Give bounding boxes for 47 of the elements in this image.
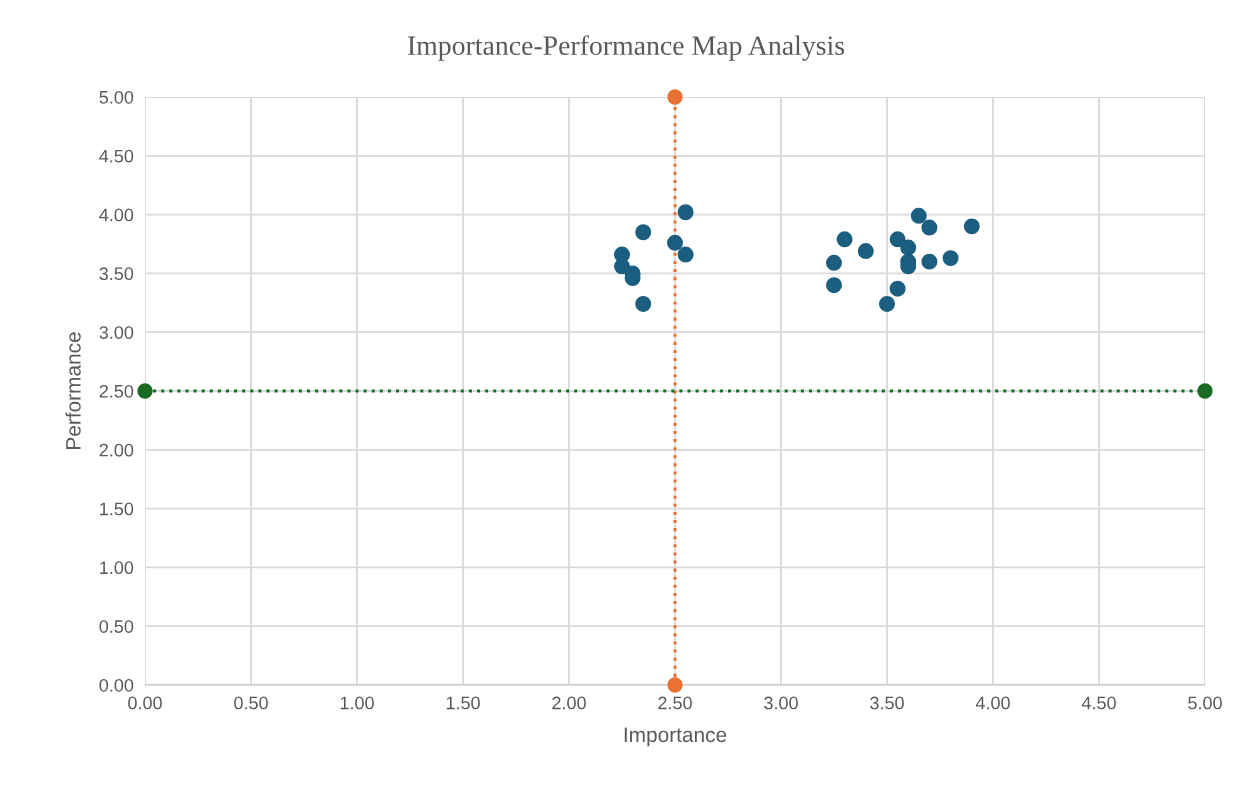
x-tick-label: 0.50 (234, 696, 268, 710)
y-tick-label: 0.50 (99, 620, 134, 633)
y-tick-label: 1.50 (100, 502, 134, 516)
x-tick-label: 2.50 (658, 696, 692, 710)
y-tick-label: 3.00 (99, 326, 134, 339)
x-tick-label: 4.00 (975, 696, 1010, 710)
point (826, 277, 842, 294)
point (857, 243, 874, 260)
point (889, 280, 906, 297)
x-tick-label: 1.50 (446, 696, 480, 710)
y-tick-label: 0.00 (99, 678, 134, 692)
y-tick-label: 1.00 (100, 561, 134, 575)
point (635, 224, 652, 241)
x-tick-label: 1.00 (340, 696, 374, 710)
point (910, 207, 927, 224)
point (942, 250, 959, 267)
point (900, 239, 917, 256)
y-tick-label: 2.50 (99, 384, 134, 398)
x-tick-label: 2.00 (552, 696, 586, 710)
x-tick-label: 4.50 (1081, 696, 1116, 710)
y-tick-label: 3.50 (99, 267, 134, 281)
point (889, 231, 906, 248)
point (826, 254, 842, 271)
x-tick-label: 0.00 (128, 696, 162, 710)
point (677, 204, 694, 221)
y-tick-label: 5.00 (99, 90, 134, 104)
x-tick-label: 5.00 (1188, 696, 1222, 710)
y-tick-label: 2.00 (99, 443, 134, 457)
point (921, 219, 938, 236)
point (921, 253, 938, 270)
x-tick-label: 3.50 (870, 696, 904, 710)
x-tick-label: 3.00 (764, 696, 798, 710)
point (963, 218, 980, 235)
point (677, 246, 694, 263)
point (667, 677, 683, 693)
y-tick-label: 4.00 (99, 208, 134, 222)
y-axis-title: Performance (65, 332, 81, 449)
point (879, 295, 895, 312)
point (1197, 383, 1213, 399)
point (667, 89, 683, 105)
point (667, 234, 683, 251)
point (635, 295, 652, 312)
point (836, 231, 853, 248)
y-tick-label: 4.50 (99, 149, 134, 163)
x-axis-title: Importance (624, 727, 727, 747)
point (137, 383, 153, 399)
chart-title: Importance-Performance Map Analysis (407, 35, 845, 61)
